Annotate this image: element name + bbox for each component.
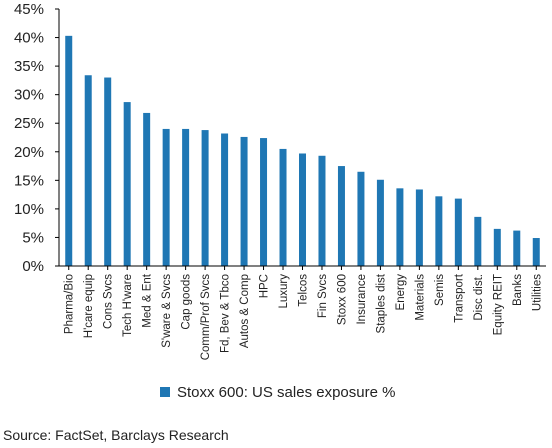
x-tick-label: Transport: [453, 273, 465, 323]
x-tick-label: HPC: [259, 274, 271, 298]
y-tick-label: 30%: [14, 87, 44, 104]
x-tick-label: Pharma/Bio: [64, 274, 76, 334]
x-tick-label: Fd, Bev & Tbco: [220, 274, 232, 353]
bar: [104, 77, 112, 266]
x-tick-label: Comm/Prof Svcs: [200, 274, 212, 361]
y-tick-label: 45%: [14, 1, 44, 18]
bar: [376, 179, 384, 266]
y-tick-label: 25%: [14, 115, 44, 132]
bar: [513, 230, 521, 266]
x-tick-label: Utilities: [531, 274, 543, 311]
bar: [279, 148, 287, 266]
bars: [65, 35, 540, 267]
bar: [65, 35, 73, 267]
bar: [299, 153, 306, 266]
y-tick-label: 15%: [14, 172, 44, 189]
legend-swatch: [160, 387, 170, 397]
y-tick-label: 40%: [14, 30, 44, 47]
y-axis: 0% 5% 10% 15% 20% 25% 30% 35% 40% 45%: [14, 1, 60, 275]
y-tick-label: 10%: [14, 201, 44, 218]
x-tick-label: Materials: [414, 274, 426, 321]
x-tick-label: Cons Svcs: [103, 274, 115, 329]
x-tick-label: Telcos: [298, 274, 310, 307]
y-tick-label: 5%: [22, 229, 44, 246]
bar: [123, 102, 131, 266]
bar: [474, 216, 482, 266]
bar: [337, 166, 345, 266]
x-tick-label: Banks: [512, 274, 524, 306]
bar: [396, 188, 404, 266]
x-tick-label: S'ware & Svcs: [161, 274, 173, 348]
legend-label: Stoxx 600: US sales exposure %: [177, 384, 395, 401]
x-tick-label: H'care equip: [83, 274, 95, 338]
x-tick-label: Med & Ent: [142, 273, 154, 327]
x-tick-label: Disc dist.: [473, 274, 485, 321]
bar: [454, 198, 462, 266]
y-tick-label: 0%: [22, 258, 44, 275]
x-tick-label: Cap goods: [181, 274, 193, 330]
x-tick-label: Fin Svcs: [317, 274, 329, 318]
bar: [162, 128, 170, 266]
bar: [493, 228, 501, 266]
x-axis: Pharma/Bio H'care equip Cons Svcs Tech H'wa…: [59, 265, 546, 361]
bar: [201, 130, 209, 266]
x-tick-label: Autos & Comp: [239, 274, 251, 348]
bar: [532, 238, 540, 266]
bar: [143, 112, 151, 266]
bar: [435, 196, 443, 266]
bar: [260, 138, 268, 266]
x-tick-label: Equity REIT: [492, 274, 504, 335]
x-tick-label: Stoxx 600: [336, 274, 348, 325]
legend: Stoxx 600: US sales exposure %: [160, 384, 395, 401]
x-tick-label: Semis: [434, 274, 446, 306]
x-tick-label: Tech H'ware: [122, 274, 134, 337]
bar: [318, 155, 326, 266]
x-tick-label: Luxury: [278, 274, 290, 309]
y-tick-label: 35%: [14, 58, 44, 75]
bar: [240, 136, 248, 266]
bar: [84, 75, 92, 266]
x-tick-label: Staples dist: [375, 273, 387, 333]
bar: [221, 133, 229, 266]
bar: [182, 128, 190, 266]
x-tick-label: Insurance: [356, 274, 368, 325]
bar: [415, 189, 423, 266]
bar: [357, 171, 365, 266]
x-tick-label: Energy: [395, 274, 407, 311]
source-note: Source: FactSet, Barclays Research: [3, 427, 229, 443]
y-tick-label: 20%: [14, 144, 44, 161]
